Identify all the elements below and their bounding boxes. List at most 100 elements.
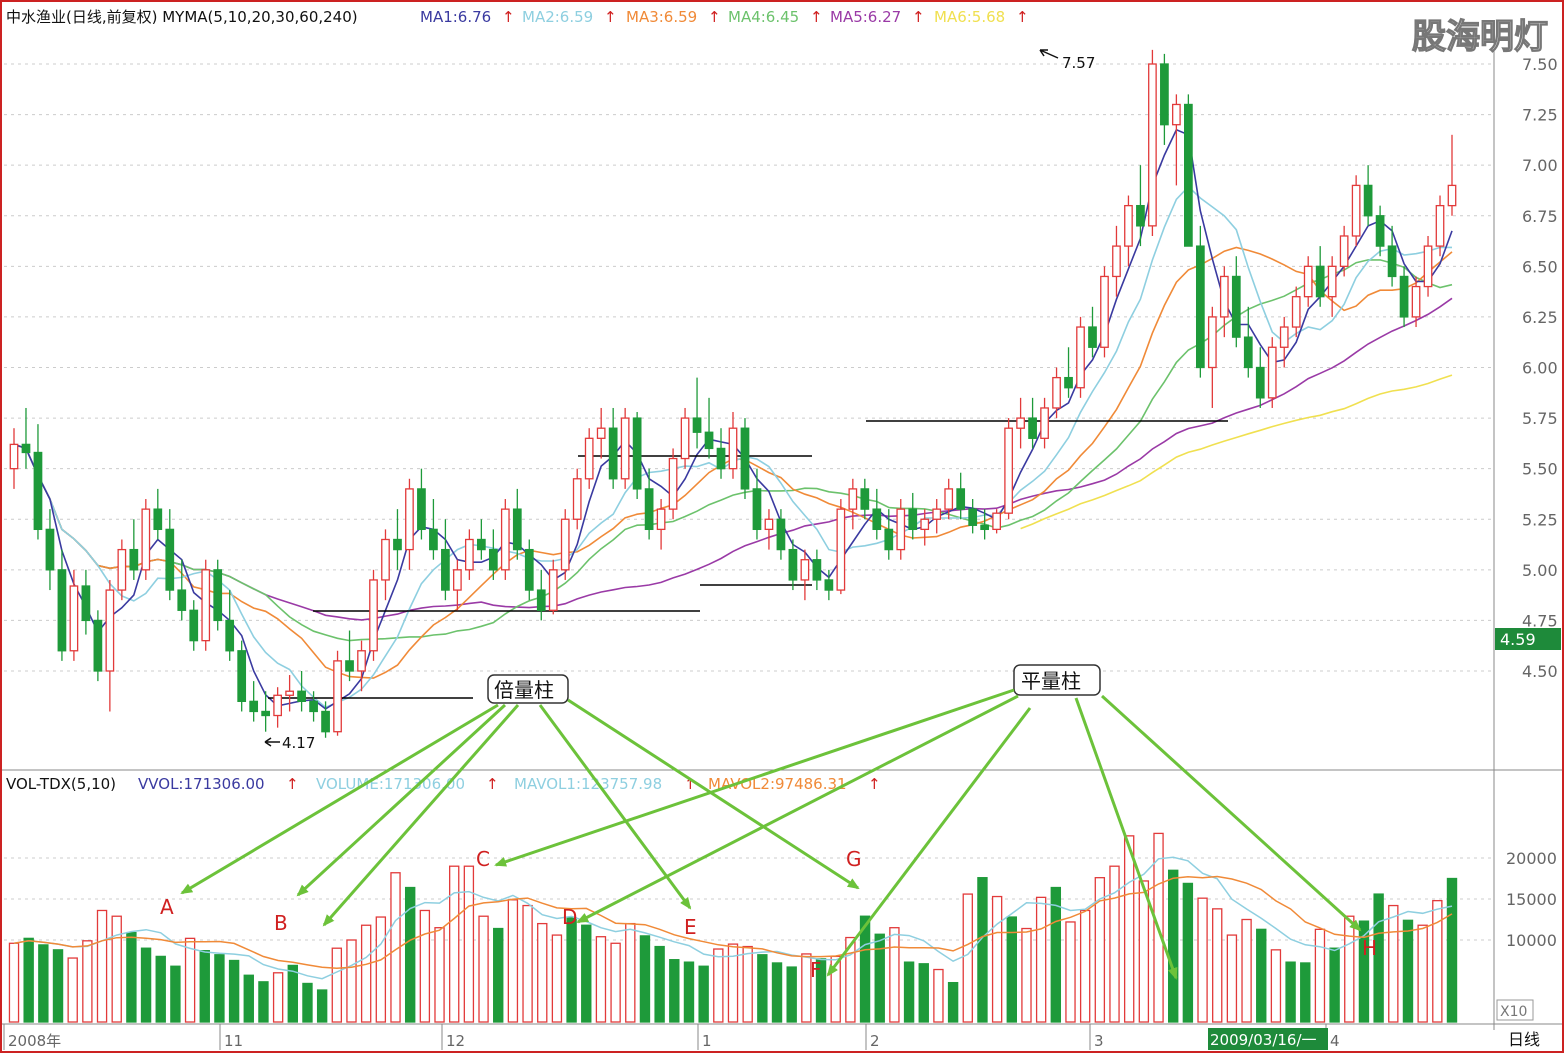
volume-bar — [654, 945, 665, 1023]
candle — [560, 518, 570, 571]
candlesticks — [9, 49, 1457, 738]
candle — [309, 700, 318, 713]
label-b: B — [274, 911, 288, 935]
cursor-date-box — [1208, 1028, 1328, 1050]
candle — [1447, 184, 1457, 207]
candle — [333, 660, 342, 733]
date-label: 2008年 — [8, 1032, 61, 1050]
candle — [824, 579, 834, 591]
volume-bar — [859, 915, 871, 1023]
volume-bar — [1168, 869, 1179, 1023]
volume-bar — [698, 965, 709, 1023]
arrow-a — [180, 703, 499, 895]
candle — [656, 508, 666, 531]
vol-unit: X10 — [1500, 1004, 1527, 1020]
label-e: E — [684, 915, 697, 939]
candle — [1387, 245, 1397, 278]
volume-legend-item: VOLUME:171306.00 — [316, 775, 465, 793]
candle — [1339, 235, 1349, 267]
ma-legend-item: MA4:6.45 — [728, 8, 799, 26]
candle — [680, 417, 690, 460]
candle — [225, 619, 235, 652]
volume-bar — [727, 943, 739, 1023]
volume-bar — [316, 989, 328, 1023]
volume-bar — [1432, 899, 1443, 1023]
volume-bar — [493, 927, 504, 1023]
volume-bar — [551, 934, 563, 1023]
price-tick: 6.75 — [1522, 207, 1558, 226]
candle — [201, 569, 211, 642]
volume-bar — [801, 953, 812, 1023]
candle — [465, 538, 474, 571]
low-pointer-icon — [264, 737, 280, 747]
candle — [405, 488, 414, 551]
candle — [1195, 245, 1205, 369]
volume-bar — [404, 886, 416, 1023]
candle — [141, 508, 151, 571]
candle — [1243, 336, 1253, 369]
low-price-label: 4.17 — [282, 734, 315, 752]
price-tick: 5.50 — [1522, 460, 1558, 479]
candle — [836, 508, 846, 591]
volume-title: VOL-TDX(5,10) — [6, 775, 116, 793]
volume-bar — [537, 922, 548, 1023]
candle — [177, 589, 187, 611]
candle — [1040, 407, 1049, 439]
volume-bar — [52, 949, 64, 1023]
volume-bar — [1182, 882, 1194, 1023]
period-label: 日线 — [1508, 1030, 1540, 1049]
candle — [393, 538, 402, 551]
volume-bar — [522, 904, 533, 1023]
volume-bar — [96, 909, 108, 1023]
volume-bar — [1388, 904, 1399, 1023]
volume-bar — [566, 917, 577, 1023]
candle — [1088, 326, 1097, 348]
volume-bar — [1138, 880, 1150, 1023]
candle — [213, 569, 223, 622]
label-c: C — [476, 847, 490, 871]
volume-tick: 20000 — [1506, 849, 1557, 868]
volume-bar — [742, 945, 753, 1023]
volume-bar — [903, 961, 915, 1023]
candle — [297, 690, 306, 703]
volume-bar — [1314, 928, 1326, 1023]
callout-flat-volume-box — [1013, 664, 1101, 696]
date-label: 3 — [1094, 1032, 1104, 1050]
price-tick: 6.25 — [1522, 308, 1558, 327]
ma-legend: MA1:6.76 ↑ MA2:6.59 ↑ MA3:6.59 ↑ MA4:6.45 ↑ MA5:… — [420, 8, 1029, 26]
volume-bar — [874, 933, 885, 1023]
volume-legend-item: MAVOL1:123757.98 — [514, 775, 662, 793]
ma6-line — [1020, 374, 1453, 530]
candle — [1423, 245, 1433, 288]
price-tick: 5.75 — [1522, 409, 1558, 428]
callout-flat-volume: 平量柱 — [1021, 669, 1081, 693]
candle — [488, 548, 498, 571]
volume-bars — [8, 832, 1458, 1023]
volume-bar — [1021, 927, 1032, 1023]
high-pointer-icon — [1039, 49, 1059, 59]
candle — [764, 518, 774, 531]
volume-bar — [375, 916, 387, 1023]
label-h: H — [1362, 936, 1377, 960]
volume-bar — [1285, 961, 1296, 1023]
candle — [1016, 417, 1025, 429]
label-g: G — [846, 847, 862, 871]
volume-bar — [771, 962, 783, 1023]
arrow-c — [494, 688, 1015, 867]
up-arrow-icon: ↑ — [868, 775, 881, 793]
price-tick: 5.25 — [1522, 510, 1558, 529]
candle — [572, 478, 582, 520]
volume-legend-item: VVOL:171306.00 — [138, 775, 265, 793]
volume-bar — [507, 899, 519, 1023]
current-price-tag — [1495, 628, 1561, 650]
volume-axis: 20000 15000 10000 — [1506, 849, 1557, 950]
candle — [1100, 275, 1109, 348]
volume-legend: VVOL:171306.00 ↑ VOLUME:171306.00 ↑ MAVOL1:1… — [138, 775, 881, 793]
volume-bar — [199, 950, 210, 1023]
candle — [968, 508, 978, 526]
candle — [381, 538, 390, 581]
candle — [105, 589, 115, 672]
candle — [536, 589, 546, 611]
